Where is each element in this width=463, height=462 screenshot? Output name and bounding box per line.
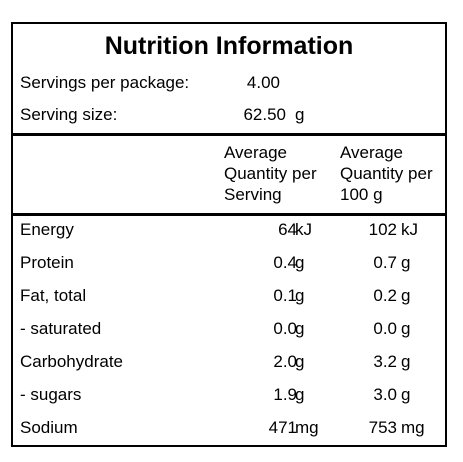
nutrient-name: Fat, total <box>20 286 87 305</box>
column-header-per-100g: Average Quantity per 100 g <box>340 143 433 204</box>
nutrient-name: Energy <box>20 220 74 239</box>
nutrient-name: Protein <box>20 253 74 272</box>
header-divider <box>13 133 445 136</box>
per-100g-value: 3.0 <box>373 385 397 404</box>
per-100g-unit: g <box>401 286 411 305</box>
column-header-divider <box>13 213 445 216</box>
per-100g-unit: g <box>401 352 411 371</box>
column-header-per-serving: Average Quantity per Serving <box>224 143 317 204</box>
per-100g-value: 753 <box>368 418 397 437</box>
per-serving-value: 0.0 <box>273 319 297 338</box>
per-100g-value: 0.2 <box>373 286 397 305</box>
per-serving-value: 471 <box>268 418 297 437</box>
per-100g-unit: mg <box>401 418 425 437</box>
per-serving-unit: kJ <box>295 220 312 239</box>
nutrient-name: Sodium <box>20 418 78 437</box>
per-100g-unit: g <box>401 385 411 404</box>
per-serving-unit: g <box>295 253 305 272</box>
nutrient-name: Carbohydrate <box>20 352 124 371</box>
nutrient-name: - sugars <box>20 385 82 404</box>
nutrition-panel: Nutrition Information Servings per packa… <box>11 22 447 447</box>
nutrient-row: - sugars 1.9 g 3.0 g <box>13 385 445 418</box>
nutrient-row: Fat, total 0.1 g 0.2 g <box>13 286 445 319</box>
per-serving-unit: g <box>295 352 305 371</box>
per-serving-value: 0.4 <box>273 253 297 272</box>
per-serving-value: 64 <box>278 220 297 239</box>
nutrient-row: Sodium 471 mg 753 mg <box>13 418 445 451</box>
serving-size-label: Serving size: <box>20 105 118 124</box>
per-serving-unit: g <box>295 385 305 404</box>
servings-value: 4.00 <box>246 73 280 92</box>
nutrient-row: Energy 64 kJ 102 kJ <box>13 220 445 253</box>
per-100g-value: 0.0 <box>373 319 397 338</box>
per-serving-value: 2.0 <box>273 352 297 371</box>
per-serving-value: 1.9 <box>273 385 297 404</box>
nutrient-name: - saturated <box>20 319 102 338</box>
per-serving-unit: g <box>295 319 305 338</box>
nutrient-row: Carbohydrate 2.0 g 3.2 g <box>13 352 445 385</box>
per-100g-unit: g <box>401 319 411 338</box>
per-100g-value: 3.2 <box>373 352 397 371</box>
per-serving-value: 0.1 <box>273 286 297 305</box>
nutrient-row: - saturated 0.0 g 0.0 g <box>13 319 445 352</box>
per-100g-unit: g <box>401 253 411 272</box>
servings-label: Servings per package: <box>20 73 190 92</box>
nutrient-row: Protein 0.4 g 0.7 g <box>13 253 445 286</box>
per-serving-unit: g <box>295 286 305 305</box>
per-serving-unit: mg <box>295 418 319 437</box>
serving-size-value: 62.50 <box>243 105 286 124</box>
panel-title: Nutrition Information <box>104 32 354 60</box>
per-100g-value: 102 <box>368 220 397 239</box>
per-100g-value: 0.7 <box>373 253 397 272</box>
per-100g-unit: kJ <box>401 220 418 239</box>
serving-size-unit: g <box>295 105 305 124</box>
